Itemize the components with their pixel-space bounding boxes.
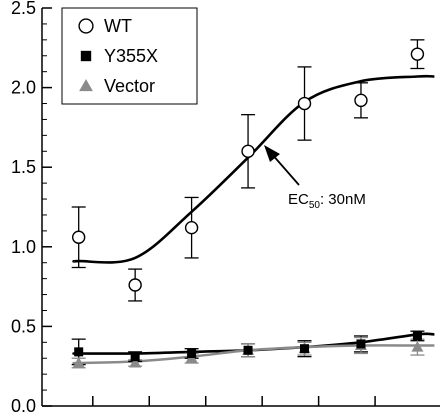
x-ticks xyxy=(92,396,376,406)
y355x-legend-marker xyxy=(80,50,92,62)
y-tick-label: 2.0 xyxy=(11,78,36,98)
y355x-data-point xyxy=(74,347,84,357)
ec50-label: EC50: 30nM xyxy=(288,191,366,211)
wt-data-point xyxy=(354,93,368,108)
wt-data-point xyxy=(184,220,199,235)
ec50-annotation: EC50: 30nM xyxy=(263,145,366,211)
wt-data-point xyxy=(410,47,425,61)
y355x-data-point xyxy=(412,331,422,341)
y355x-data-point xyxy=(187,348,197,358)
ec50-arrow-head xyxy=(263,145,280,162)
wt-legend-marker xyxy=(78,18,94,34)
y-tick-label: 0.0 xyxy=(11,396,36,416)
wt-data-point xyxy=(297,96,312,111)
y-ticks: 0.0 0.5 1.0 1.5 2.0 2.5 xyxy=(11,0,52,416)
wt-legend-label: WT xyxy=(104,16,132,36)
y355x-data-point xyxy=(130,352,140,362)
data-points xyxy=(71,47,425,368)
vector-data-point xyxy=(72,357,85,368)
fit-curves xyxy=(72,74,435,365)
wt-data-point xyxy=(241,144,255,158)
vector-legend-label: Vector xyxy=(104,76,155,96)
wt-data-point xyxy=(71,230,86,244)
wt-data-point xyxy=(128,278,142,292)
y355x-data-point xyxy=(356,339,366,349)
y-tick-label: 2.5 xyxy=(11,0,36,18)
y355x-data-point xyxy=(243,345,253,355)
legend: WT Y355X Vector xyxy=(61,7,198,105)
y355x-legend-label: Y355X xyxy=(104,46,158,66)
y355x-data-point xyxy=(300,344,310,354)
y-tick-label: 1.0 xyxy=(11,237,36,257)
vector-legend-marker xyxy=(79,79,93,92)
vector-data-point xyxy=(411,341,424,352)
ec50-label-prefix: EC xyxy=(288,191,309,208)
vector-data-point xyxy=(129,357,142,368)
ec50-arrow-line xyxy=(270,152,300,186)
ec50-label-subscript: 50 xyxy=(309,200,321,211)
y-tick-label: 1.5 xyxy=(11,157,36,177)
y-tick-label: 0.5 xyxy=(11,316,36,336)
ec50-label-suffix: : 30nM xyxy=(320,191,366,208)
axes xyxy=(41,8,440,407)
